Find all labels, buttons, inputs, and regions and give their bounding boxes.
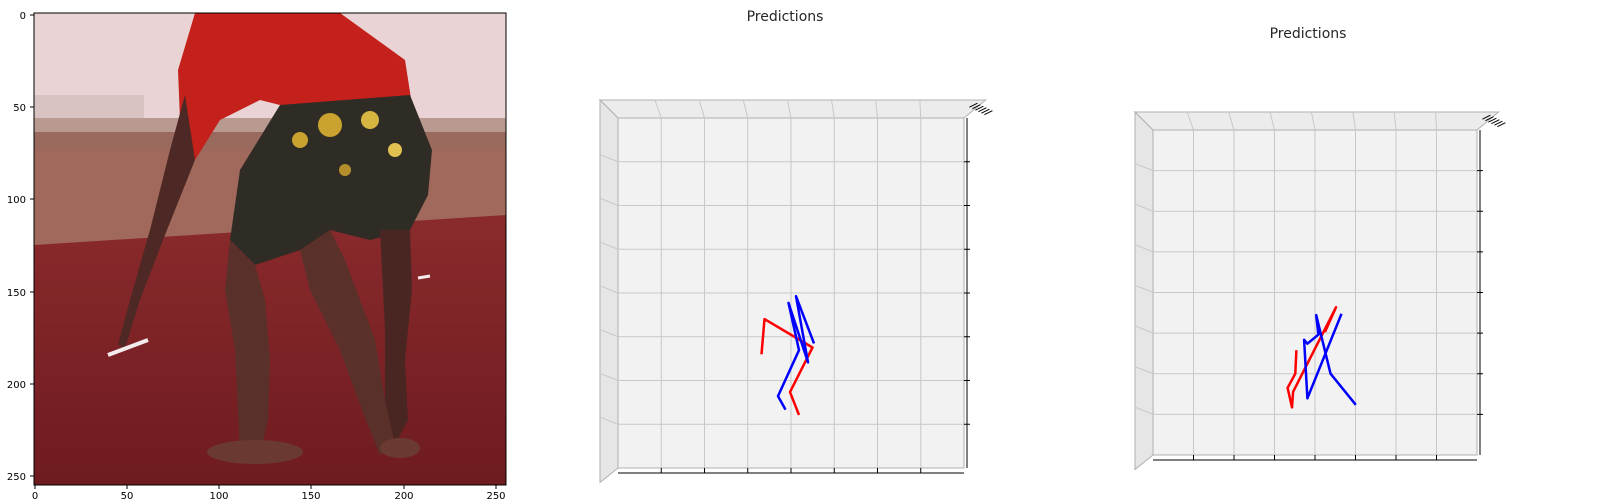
grid-line bbox=[1186, 111, 1194, 131]
grid-line bbox=[599, 372, 619, 381]
grid-line bbox=[599, 154, 619, 163]
blue-skeleton-line bbox=[1302, 313, 1357, 406]
y-tick-label: 250 bbox=[7, 472, 26, 483]
grid-line bbox=[1393, 111, 1397, 131]
3d-axes-box bbox=[1133, 110, 1506, 471]
z-tick bbox=[984, 110, 993, 116]
grid-line bbox=[1134, 366, 1154, 375]
grid-line bbox=[599, 197, 619, 206]
grid-line bbox=[786, 99, 792, 119]
grid-line bbox=[1134, 406, 1154, 415]
top-pane bbox=[1133, 111, 1500, 131]
z-tick bbox=[1485, 116, 1494, 122]
z-tick bbox=[1497, 122, 1506, 128]
grid-line bbox=[1269, 111, 1275, 131]
z-tick bbox=[981, 108, 990, 114]
z-tick bbox=[978, 107, 987, 113]
image-frame bbox=[33, 12, 507, 486]
grid-line bbox=[1310, 111, 1316, 131]
z-tick bbox=[969, 102, 978, 108]
x-tick-label: 100 bbox=[209, 491, 228, 500]
grid-line bbox=[599, 285, 619, 294]
y-tick-label: 150 bbox=[7, 288, 26, 299]
left-pane bbox=[599, 98, 619, 484]
input-image bbox=[34, 13, 506, 485]
grid-line bbox=[1134, 244, 1154, 253]
grid-line bbox=[599, 241, 619, 250]
grid-line bbox=[1134, 325, 1154, 334]
left-pane bbox=[1134, 110, 1154, 471]
panel-title: Predictions bbox=[747, 9, 824, 25]
skeleton-left-limbs bbox=[1286, 306, 1338, 409]
z-tick bbox=[975, 105, 984, 111]
grid-line bbox=[1134, 162, 1154, 172]
grid-line bbox=[599, 416, 619, 425]
z-tick bbox=[972, 104, 981, 110]
3d-axes-box bbox=[598, 98, 993, 484]
y-tick-label: 50 bbox=[13, 103, 26, 114]
x-tick-label: 50 bbox=[121, 491, 134, 500]
grid-line bbox=[599, 329, 619, 338]
z-tick bbox=[1488, 117, 1497, 123]
y-tick-label: 200 bbox=[7, 380, 26, 391]
z-tick bbox=[1482, 114, 1491, 120]
grid-line bbox=[1352, 111, 1356, 131]
z-tick bbox=[1494, 120, 1503, 126]
skeleton-right-limbs bbox=[1302, 313, 1357, 406]
z-tick bbox=[1491, 119, 1500, 125]
image-x-axis: 0 50 100 150 200 250 bbox=[32, 485, 506, 500]
grid-line bbox=[1134, 203, 1154, 212]
input-image-panel: 0 50 100 150 200 250 0 50 100 150 200 25… bbox=[7, 11, 507, 500]
grid-line bbox=[1134, 284, 1154, 293]
grid-line bbox=[831, 99, 835, 119]
y-tick-label: 100 bbox=[7, 195, 26, 206]
prediction-panel-1: Predictions bbox=[598, 9, 993, 484]
grid-line bbox=[919, 99, 922, 119]
x-tick-label: 0 bbox=[32, 491, 38, 500]
grid-line bbox=[654, 99, 662, 119]
grid-line bbox=[1435, 111, 1437, 131]
grid-line bbox=[875, 99, 878, 119]
red-skeleton-line bbox=[760, 317, 814, 416]
image-y-axis: 0 50 100 150 200 250 bbox=[7, 11, 34, 483]
x-tick-label: 250 bbox=[486, 491, 505, 500]
prediction-panel-2: Predictions bbox=[1133, 26, 1506, 471]
x-tick-label: 200 bbox=[394, 491, 413, 500]
grid-line bbox=[1228, 111, 1235, 131]
red-skeleton-line bbox=[1286, 306, 1338, 409]
grid-line bbox=[698, 99, 705, 119]
x-tick-label: 150 bbox=[301, 491, 320, 500]
panel-title: Predictions bbox=[1270, 26, 1347, 42]
skeleton-left-limbs bbox=[760, 317, 814, 416]
y-tick-label: 0 bbox=[20, 11, 26, 22]
blue-skeleton-line bbox=[776, 294, 816, 411]
grid-line bbox=[742, 99, 749, 119]
skeleton-right-limbs bbox=[776, 294, 816, 411]
